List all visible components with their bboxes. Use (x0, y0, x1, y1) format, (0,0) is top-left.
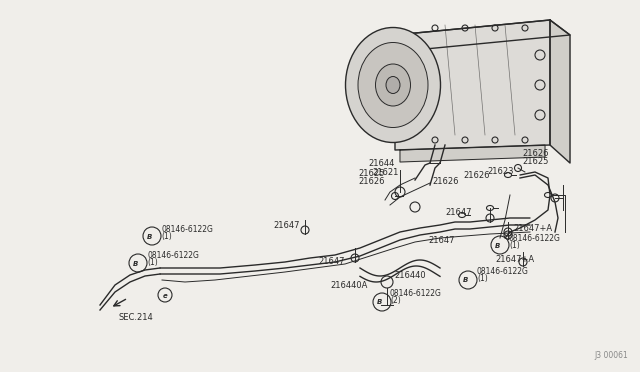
Ellipse shape (346, 28, 440, 142)
Polygon shape (395, 20, 550, 150)
Text: 21647+A: 21647+A (495, 256, 534, 264)
Ellipse shape (376, 64, 410, 106)
Text: SEC.214: SEC.214 (118, 314, 153, 323)
Text: 08146-6122G: 08146-6122G (509, 234, 561, 243)
Text: (2): (2) (390, 296, 401, 305)
Text: B: B (463, 278, 468, 283)
Text: 21625: 21625 (358, 169, 385, 177)
Text: 216440A: 216440A (330, 280, 367, 289)
Text: (1): (1) (147, 257, 157, 266)
Text: B: B (147, 234, 153, 240)
Text: B: B (133, 260, 139, 266)
Text: 21621: 21621 (372, 167, 398, 176)
Text: (1): (1) (477, 275, 488, 283)
Text: 21644: 21644 (368, 158, 394, 167)
Polygon shape (400, 145, 545, 162)
Text: 21647: 21647 (428, 235, 454, 244)
Text: 08146-6122G: 08146-6122G (390, 289, 442, 298)
Text: 21626: 21626 (432, 176, 458, 186)
Ellipse shape (358, 42, 428, 128)
Text: 08146-6122G: 08146-6122G (147, 250, 199, 260)
Text: 21623: 21623 (487, 167, 513, 176)
Text: 21647: 21647 (445, 208, 472, 217)
Text: B: B (495, 243, 500, 248)
Text: (1): (1) (161, 231, 172, 241)
Text: 216440: 216440 (394, 270, 426, 279)
Text: B: B (378, 299, 383, 305)
Text: 21625: 21625 (522, 157, 548, 166)
Text: J3 00061: J3 00061 (595, 351, 628, 360)
Text: 08146-6122G: 08146-6122G (477, 267, 529, 276)
Ellipse shape (386, 77, 400, 93)
Text: 08146-6122G: 08146-6122G (161, 224, 213, 234)
Text: 21626: 21626 (358, 176, 385, 186)
Polygon shape (550, 20, 570, 163)
Text: 21647: 21647 (273, 221, 300, 230)
Text: e: e (163, 292, 168, 298)
Text: 21626: 21626 (522, 148, 548, 157)
Polygon shape (395, 20, 570, 50)
Text: 21647+A: 21647+A (513, 224, 552, 232)
Text: 21626: 21626 (463, 170, 490, 180)
Text: (1): (1) (509, 241, 520, 250)
Text: 21647: 21647 (318, 257, 344, 266)
